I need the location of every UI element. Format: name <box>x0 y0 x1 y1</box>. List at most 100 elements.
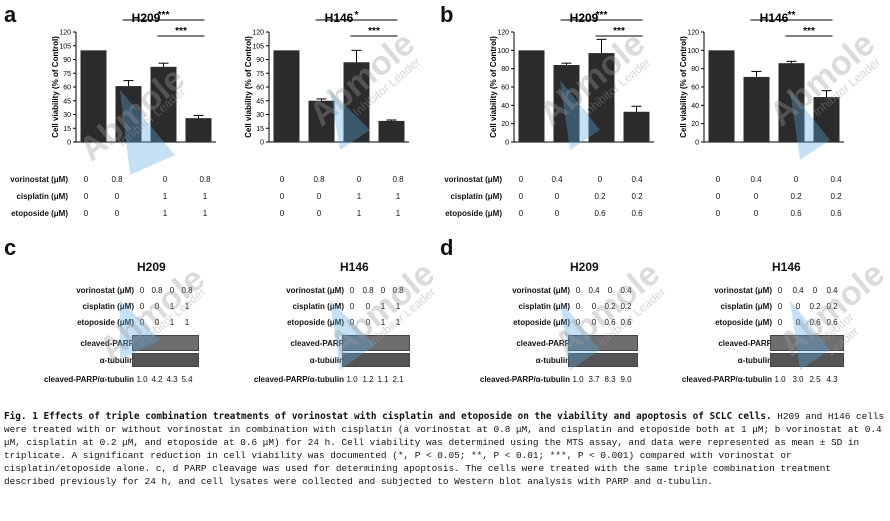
blot-dose-value: 0 <box>777 302 783 311</box>
blot-dose-value: 0 <box>575 302 581 311</box>
y-tick-label: 75 <box>256 71 264 78</box>
blot-dose-value: 0.6 <box>826 318 838 327</box>
y-tick-label: 20 <box>501 121 509 128</box>
blot-band-cleaved-parp <box>132 335 199 351</box>
blot-label-cleaved-parp: cleaved-PARP <box>516 339 570 348</box>
vorinostat-dose-value: 0.4 <box>631 175 643 184</box>
bar <box>553 65 580 142</box>
bar <box>623 111 650 142</box>
y-tick-label: 0 <box>260 140 264 147</box>
y-tick-label: 0 <box>505 140 509 147</box>
chart-title: H146 <box>325 11 354 25</box>
blot-dose-value: 0 <box>365 302 371 311</box>
blot-row-label: vorinostat (μM) <box>512 286 570 295</box>
blot-dose-value: 0.8 <box>151 286 163 295</box>
blot-dose-value: 0 <box>795 302 801 311</box>
blot-title: H146 <box>772 260 801 274</box>
y-tick-label: 15 <box>63 126 71 133</box>
blot-label-cleaved-parp: cleaved-PARP <box>80 339 134 348</box>
blot-row-label: vorinostat (μM) <box>76 286 134 295</box>
blot-dose-value: 0 <box>591 318 597 327</box>
blot-ratio-value: 1.2 <box>362 375 374 384</box>
cisplatin-dose-value: 0 <box>316 192 322 201</box>
cisplatin-dose-value: 0 <box>715 192 721 201</box>
y-tick-label: 60 <box>63 85 71 92</box>
cisplatin-dose-value: 0.2 <box>790 192 802 201</box>
blot-label-ratio: cleaved-PARP/α-tubulin <box>43 375 134 384</box>
chart-title: H209 <box>570 11 599 25</box>
y-axis-label: Cell viability (% of Control) <box>51 36 60 138</box>
blot-label-cleaved-parp: cleaved-PARP <box>718 339 772 348</box>
etoposide-dose-value: 0 <box>554 209 560 218</box>
blot-dose-value: 1 <box>395 302 401 311</box>
blot-dose-value: 0.2 <box>809 302 821 311</box>
caption-body: H209 and H146 cells were treated with or… <box>4 411 885 487</box>
bar <box>308 100 335 142</box>
cisplatin-dose-value: 0 <box>83 192 89 201</box>
cisplatin-dose-value: 1 <box>395 192 401 201</box>
blot-dose-value: 0.6 <box>809 318 821 327</box>
blot-dose-value: 0 <box>607 286 613 295</box>
blot-dose-value: 1 <box>380 302 386 311</box>
bar <box>115 86 142 142</box>
cisplatin-dose-value: 0 <box>114 192 120 201</box>
y-tick-label: 80 <box>691 66 699 73</box>
blot-dose-value: 1 <box>184 318 190 327</box>
blot-dose-value: 0.4 <box>792 286 804 295</box>
y-tick-label: 100 <box>497 48 509 55</box>
y-tick-label: 60 <box>256 85 264 92</box>
blot-ratio-value: 4.2 <box>151 375 163 384</box>
blot-ratio-value: 4.3 <box>826 375 838 384</box>
y-axis-label: Cell viability (% of Control) <box>244 36 253 138</box>
etoposide-dose-value: 1 <box>202 209 208 218</box>
blot-row-label: vorinostat (μM) <box>286 286 344 295</box>
blot-dose-value: 1 <box>169 302 175 311</box>
blot-dose-value: 0 <box>380 286 386 295</box>
significance-label: *** <box>803 26 815 37</box>
blot-ratio-value: 1.0 <box>346 375 358 384</box>
blot-dose-value: 0.8 <box>392 286 404 295</box>
blot-dose-value: 1 <box>380 318 386 327</box>
blot-dose-value: 0 <box>365 318 371 327</box>
significance-label: * <box>355 10 359 21</box>
blot-dose-value: 0 <box>169 286 175 295</box>
bar <box>518 50 545 143</box>
vorinostat-dose-value: 0 <box>597 175 603 184</box>
y-tick-label: 80 <box>501 66 509 73</box>
blot-dose-value: 0.8 <box>181 286 193 295</box>
significance-label: ** <box>788 10 796 21</box>
blot-dose-value: 0.6 <box>620 318 632 327</box>
vorinostat-dose-value: 0.8 <box>199 175 211 184</box>
blot-label-ratio: cleaved-PARP/α-tubulin <box>479 375 570 384</box>
blot-dose-value: 0 <box>575 286 581 295</box>
y-tick-label: 0 <box>695 140 699 147</box>
cisplatin-dose-value: 0.2 <box>594 192 606 201</box>
cisplatin-dose-value: 0.2 <box>631 192 643 201</box>
vorinostat-dose-value: 0 <box>715 175 721 184</box>
row-label-etoposide-a: etoposide (μM) <box>11 209 68 218</box>
figure-caption: Fig. 1 Effects of triple combination tre… <box>4 410 886 488</box>
blot-row-label: cisplatin (μM) <box>518 302 570 311</box>
row-label-vorinostat-a: vorinostat (μM) <box>10 175 68 184</box>
blot-title: H209 <box>570 260 599 274</box>
blot-dose-value: 0 <box>777 318 783 327</box>
y-tick-label: 45 <box>256 98 264 105</box>
y-tick-label: 120 <box>252 30 264 37</box>
bar <box>185 118 212 142</box>
blot-band-tubulin <box>132 353 199 367</box>
panel-label-b: b <box>440 2 454 27</box>
bar <box>743 76 770 142</box>
bar <box>708 50 735 143</box>
etoposide-dose-value: 1 <box>356 209 362 218</box>
blot-label-tubulin: α-tubulin <box>99 356 134 365</box>
etoposide-dose-value: 0 <box>83 209 89 218</box>
vorinostat-dose-value: 0 <box>83 175 89 184</box>
y-tick-label: 105 <box>59 43 71 50</box>
cisplatin-dose-value: 1 <box>162 192 168 201</box>
bar <box>778 63 805 142</box>
cisplatin-dose-value: 0 <box>279 192 285 201</box>
blot-dose-value: 0.2 <box>620 302 632 311</box>
vorinostat-dose-value: 0 <box>356 175 362 184</box>
y-tick-label: 20 <box>691 121 699 128</box>
